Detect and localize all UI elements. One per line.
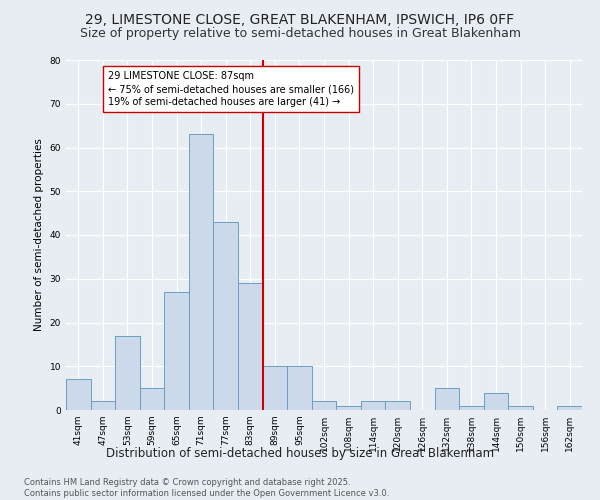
Bar xyxy=(385,401,410,410)
Bar xyxy=(115,336,140,410)
Bar xyxy=(140,388,164,410)
Bar xyxy=(214,222,238,410)
Bar xyxy=(263,366,287,410)
Text: Distribution of semi-detached houses by size in Great Blakenham: Distribution of semi-detached houses by … xyxy=(106,448,494,460)
Bar xyxy=(91,401,115,410)
Text: 29 LIMESTONE CLOSE: 87sqm
← 75% of semi-detached houses are smaller (166)
19% of: 29 LIMESTONE CLOSE: 87sqm ← 75% of semi-… xyxy=(108,71,354,108)
Y-axis label: Number of semi-detached properties: Number of semi-detached properties xyxy=(34,138,44,332)
Bar xyxy=(459,406,484,410)
Bar xyxy=(484,392,508,410)
Bar xyxy=(508,406,533,410)
Bar xyxy=(66,380,91,410)
Text: 29, LIMESTONE CLOSE, GREAT BLAKENHAM, IPSWICH, IP6 0FF: 29, LIMESTONE CLOSE, GREAT BLAKENHAM, IP… xyxy=(85,12,515,26)
Bar xyxy=(287,366,312,410)
Bar xyxy=(164,292,189,410)
Text: Size of property relative to semi-detached houses in Great Blakenham: Size of property relative to semi-detach… xyxy=(79,28,521,40)
Bar xyxy=(238,283,263,410)
Bar xyxy=(557,406,582,410)
Bar xyxy=(361,401,385,410)
Bar xyxy=(434,388,459,410)
Text: Contains HM Land Registry data © Crown copyright and database right 2025.
Contai: Contains HM Land Registry data © Crown c… xyxy=(24,478,389,498)
Bar xyxy=(189,134,214,410)
Bar xyxy=(336,406,361,410)
Bar xyxy=(312,401,336,410)
